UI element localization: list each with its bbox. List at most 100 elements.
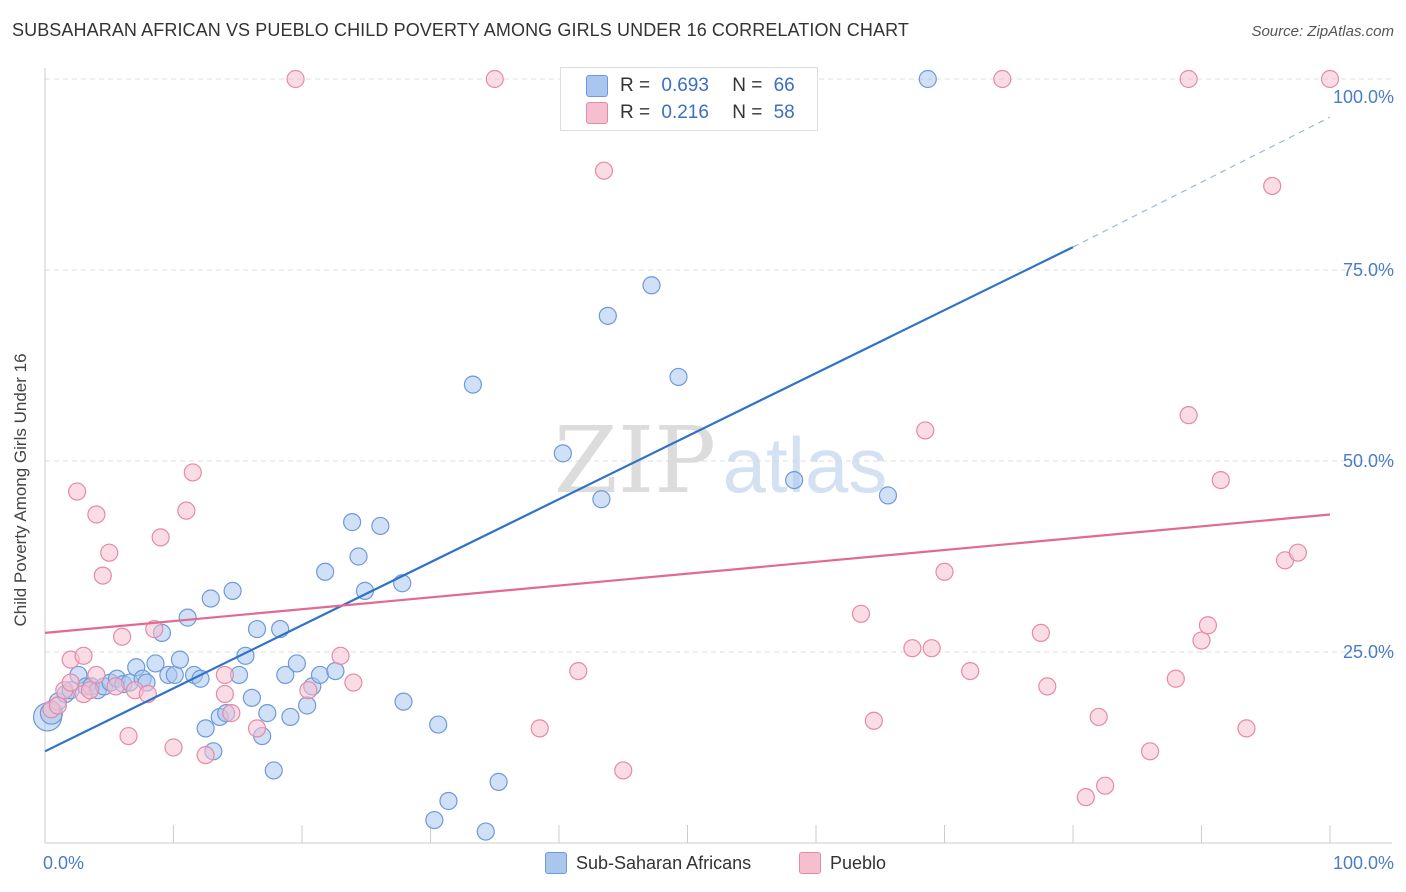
pink-point bbox=[215, 684, 234, 704]
pink-point bbox=[299, 681, 318, 700]
pink-point bbox=[164, 738, 183, 757]
pink-point bbox=[922, 639, 941, 658]
pink-point bbox=[1179, 406, 1198, 425]
pink-point bbox=[993, 69, 1012, 89]
pink-point bbox=[196, 746, 215, 765]
y-tick-label: 25.0% bbox=[1343, 642, 1394, 662]
pink-point bbox=[1166, 669, 1185, 688]
pink-point bbox=[344, 673, 363, 692]
pink-point bbox=[864, 711, 883, 730]
blue-point bbox=[165, 665, 184, 685]
watermark-zip: ZIP bbox=[554, 407, 716, 514]
blue-point bbox=[264, 761, 283, 780]
pink-point bbox=[247, 719, 267, 738]
pink-point bbox=[215, 665, 234, 685]
legend-n-label: N = bbox=[732, 75, 763, 96]
y-tick-label: 75.0% bbox=[1343, 260, 1394, 280]
blue-trend-extension bbox=[1072, 116, 1331, 248]
pink-point bbox=[530, 719, 549, 738]
watermark-atlas: atlas bbox=[723, 421, 888, 509]
chart-title: SUBSAHARAN AFRICAN VS PUEBLO CHILD POVER… bbox=[12, 20, 909, 40]
blue-point bbox=[476, 822, 495, 841]
tick-labels: 25.0% 50.0% 75.0% 100.0% 0.0% 100.0% bbox=[43, 87, 1394, 873]
blue-point bbox=[553, 444, 572, 463]
series-name-blue: Sub-Saharan Africans bbox=[576, 852, 752, 873]
pink-point bbox=[48, 696, 67, 715]
pink-point bbox=[1140, 742, 1160, 761]
watermark: ZIP atlas bbox=[554, 407, 887, 514]
blue-point bbox=[592, 490, 611, 509]
series-swatch-pink bbox=[799, 852, 821, 874]
series-legend-item-pink: Pueblo bbox=[799, 852, 886, 874]
grid-lines bbox=[45, 78, 1392, 653]
blue-point bbox=[178, 608, 197, 627]
blue-point bbox=[247, 619, 267, 639]
pink-point bbox=[87, 665, 106, 685]
pink-point bbox=[1192, 631, 1211, 650]
blue-point bbox=[326, 661, 345, 681]
blue-point bbox=[669, 367, 688, 387]
y-axis-label: Child Poverty Among Girls Under 16 bbox=[11, 353, 30, 627]
pink-point bbox=[569, 661, 588, 681]
pink-point bbox=[935, 562, 954, 581]
blue-point bbox=[463, 375, 483, 394]
blue-point bbox=[918, 69, 937, 89]
pink-point bbox=[916, 421, 935, 440]
legend-r-label: R = bbox=[620, 102, 651, 123]
blue-point bbox=[489, 772, 508, 791]
pink-point bbox=[1031, 623, 1050, 643]
pink-point bbox=[1288, 543, 1307, 562]
blue-point bbox=[298, 696, 317, 715]
blue-point bbox=[223, 581, 242, 600]
pink-point bbox=[961, 661, 980, 681]
blue-point bbox=[349, 547, 368, 566]
blue-point bbox=[242, 688, 261, 707]
pink-point bbox=[1237, 719, 1256, 738]
pink-point bbox=[1076, 788, 1095, 807]
blue-point bbox=[316, 562, 335, 581]
blue-trend-line bbox=[44, 246, 1074, 753]
source-label: Source: ZipAtlas.com bbox=[1251, 23, 1394, 40]
blue-point bbox=[343, 513, 362, 532]
pink-trend-line bbox=[44, 513, 1331, 634]
pink-point bbox=[485, 69, 504, 89]
y-axis-label-wrap: Child Poverty Among Girls Under 16 bbox=[4, 290, 38, 690]
pink-point bbox=[151, 528, 170, 547]
pink-point bbox=[177, 501, 196, 520]
legend-text-pink: R = 0.216 N = 58 bbox=[620, 102, 795, 124]
series-name-pink: Pueblo bbox=[830, 852, 887, 873]
blue-point bbox=[878, 486, 898, 505]
pink-point bbox=[222, 704, 241, 723]
pink-point bbox=[594, 161, 614, 180]
blue-point bbox=[642, 276, 661, 295]
pink-point bbox=[903, 639, 922, 658]
blue-point bbox=[394, 692, 413, 711]
blue-point bbox=[429, 715, 448, 734]
blue-point bbox=[281, 707, 300, 727]
legend-n-value: 66 bbox=[773, 75, 795, 96]
pink-point bbox=[1179, 69, 1198, 89]
y-tick-label: 100.0% bbox=[1333, 87, 1394, 107]
pink-point bbox=[1198, 616, 1218, 635]
pink-point bbox=[1089, 707, 1108, 727]
legend-n-label: N = bbox=[732, 102, 763, 123]
legend-text-blue: R = 0.693 N = 66 bbox=[620, 75, 795, 97]
pink-point bbox=[1096, 776, 1115, 795]
pink-point bbox=[286, 69, 305, 89]
blue-point bbox=[201, 589, 220, 608]
pink-point bbox=[614, 761, 633, 780]
pink-point bbox=[1263, 176, 1282, 196]
pink-point bbox=[80, 681, 100, 700]
blue-point bbox=[310, 665, 330, 685]
pink-point bbox=[93, 566, 112, 585]
legend-swatch-blue bbox=[586, 75, 608, 97]
trend-lines bbox=[44, 116, 1331, 753]
blue-point bbox=[598, 306, 617, 325]
pink-point bbox=[61, 673, 80, 692]
legend-r-label: R = bbox=[620, 75, 651, 96]
legend-r-value: 0.693 bbox=[661, 75, 709, 96]
pink-point bbox=[851, 604, 871, 623]
legend: R = 0.693 N = 66 R = 0.216 N = 58 bbox=[560, 67, 818, 131]
legend-r-value: 0.216 bbox=[661, 102, 709, 123]
